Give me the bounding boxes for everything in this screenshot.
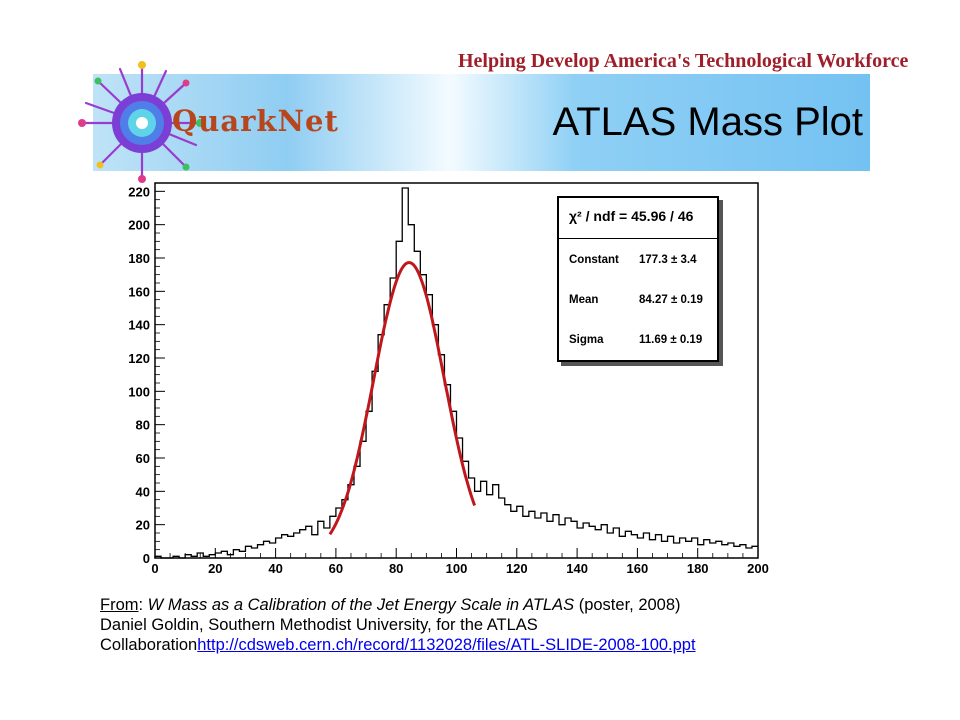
y-tick-label: 160 [128,284,150,299]
y-tick-label: 40 [136,484,150,499]
x-tick-label: 40 [268,561,282,576]
fit-row-value: 11.69 ± 0.19 [639,334,703,346]
caption-colon: : [138,596,148,614]
quarknet-logo-icon [78,61,204,183]
header-banner [93,74,870,171]
source-title-suffix: (poster, 2008) [574,596,681,614]
y-tick-label: 140 [128,318,150,333]
source-caption: From: W Mass as a Calibration of the Jet… [100,595,890,655]
x-tick-label: 80 [389,561,403,576]
tagline: Helping Develop America's Technological … [458,50,909,72]
x-tick-label: 140 [566,561,588,576]
y-tick-label: 80 [136,418,150,433]
fit-row-label: Sigma [569,334,604,346]
mass-histogram-chart: 0 20 40 60 80 100 120 140 160 180 200 0 20 40 60 80 100 1… [128,182,769,576]
histogram-series [154,187,758,559]
y-tick-label: 100 [128,384,150,399]
y-tick-label: 60 [136,451,150,466]
x-tick-label: 0 [151,561,158,576]
x-tick-label: 120 [506,561,528,576]
fit-row-sigma: Sigma 11.69 ± 0.19 [569,334,711,350]
source-author: Daniel Goldin, Southern Methodist Univer… [100,616,538,634]
x-tick-label: 20 [208,561,222,576]
quarknet-logo-text: QuarkNet [172,104,339,138]
fit-row-label: Mean [569,294,599,306]
chi2-label: χ² / ndf = 45.96 / 46 [569,208,694,224]
source-collaboration: Collaboration [100,636,198,654]
source-title: W Mass as a Calibration of the Jet Energ… [147,596,575,614]
fit-row-value: 177.3 ± 3.4 [639,254,697,266]
fit-statistics-box: χ² / ndf = 45.96 / 46 Constant 177.3 ± 3… [557,196,719,362]
y-tick-label: 200 [128,218,150,233]
x-tick-label: 100 [446,561,468,576]
x-tick-label: 160 [627,561,649,576]
y-tick-label: 180 [128,251,150,266]
fit-row-constant: Constant 177.3 ± 3.4 [569,254,711,270]
fit-row-label: Constant [569,254,619,266]
y-tick-label: 120 [128,351,150,366]
y-tick-label: 0 [143,551,150,566]
from-label: From [100,596,139,614]
x-tick-label: 200 [747,561,769,576]
fit-box-divider [559,238,717,239]
gaussian-fit-curve [328,261,477,536]
x-tick-label: 60 [329,561,343,576]
y-tick-label: 220 [128,184,150,199]
slide-title: ATLAS Mass Plot [552,100,863,144]
x-tick-label: 180 [687,561,709,576]
fit-row-mean: Mean 84.27 ± 0.19 [569,294,711,310]
fit-row-value: 84.27 ± 0.19 [639,294,703,306]
y-tick-label: 20 [136,518,150,533]
source-link[interactable]: http://cdsweb.cern.ch/record/1132028/fil… [197,636,696,654]
